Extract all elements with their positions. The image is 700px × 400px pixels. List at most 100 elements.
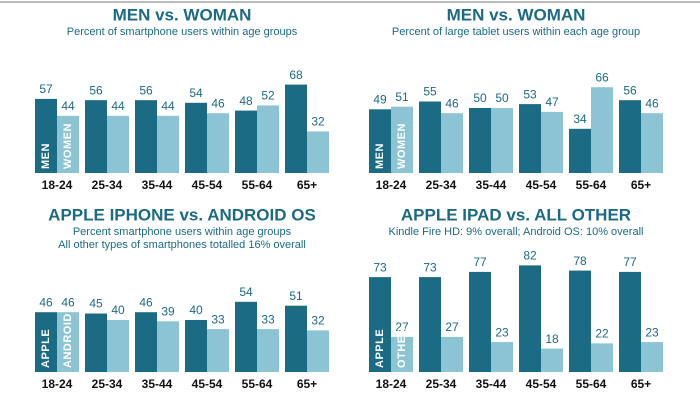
bar <box>369 277 391 372</box>
bar <box>519 265 541 372</box>
chart-title: MEN vs. WOMAN <box>447 5 586 24</box>
bar <box>569 270 591 372</box>
bar <box>207 113 229 173</box>
category-label: 45-54 <box>192 377 223 391</box>
bar <box>235 301 257 372</box>
value-label: 32 <box>311 115 325 129</box>
bar <box>591 343 613 372</box>
value-label: 32 <box>311 314 325 328</box>
bar <box>257 105 279 173</box>
value-label: 56 <box>623 83 637 97</box>
chart-subtitle: All other types of smartphones totalled … <box>58 239 306 251</box>
bar <box>419 277 441 372</box>
value-label: 27 <box>445 320 459 334</box>
value-label: 40 <box>189 303 203 317</box>
value-label: 51 <box>395 90 409 104</box>
category-label: 25-34 <box>92 178 123 192</box>
bar <box>57 115 79 173</box>
value-label: 22 <box>595 327 609 341</box>
value-label: 44 <box>111 99 125 113</box>
bar <box>391 106 413 173</box>
value-label: 18 <box>545 332 559 346</box>
value-label: 51 <box>289 289 303 303</box>
value-label: 56 <box>139 83 153 97</box>
bar <box>307 131 329 173</box>
bar <box>85 313 107 372</box>
value-label: 53 <box>523 87 537 101</box>
series-label: OTHER <box>396 327 408 368</box>
bar <box>235 110 257 173</box>
bar <box>185 102 207 173</box>
category-label: 18-24 <box>42 178 73 192</box>
bar <box>469 271 491 372</box>
bar <box>85 100 107 173</box>
bar <box>569 128 591 173</box>
category-label: 18-24 <box>376 178 407 192</box>
value-label: 46 <box>645 96 659 110</box>
category-label: 35-44 <box>476 377 507 391</box>
bar <box>207 329 229 372</box>
bar <box>441 113 463 173</box>
value-label: 77 <box>623 255 637 269</box>
value-label: 46 <box>139 295 153 309</box>
value-label: 57 <box>39 82 53 96</box>
bar <box>541 348 563 372</box>
value-label: 73 <box>423 260 437 274</box>
bar <box>285 84 307 173</box>
bar <box>619 100 641 173</box>
value-label: 46 <box>445 96 459 110</box>
value-label: 46 <box>211 96 225 110</box>
bar <box>491 108 513 173</box>
category-label: 25-34 <box>426 178 457 192</box>
bar <box>35 312 57 372</box>
series-label: WOMEN <box>62 123 74 169</box>
category-label: 65+ <box>631 178 651 192</box>
bar <box>391 336 413 372</box>
value-label: 33 <box>211 312 225 326</box>
value-label: 78 <box>573 254 587 268</box>
series-label: MEN <box>374 143 386 169</box>
category-label: 65+ <box>631 377 651 391</box>
chart-subtitle: Percent of smartphone users within age g… <box>67 26 298 38</box>
category-label: 35-44 <box>142 178 173 192</box>
chart-subtitle: Kindle Fire HD: 9% overall; Android OS: … <box>389 226 644 238</box>
bar <box>307 330 329 372</box>
chart-subtitle: Percent of large tablet users within eac… <box>392 26 640 38</box>
value-label: 46 <box>39 295 53 309</box>
chart-title: APPLE IPAD vs. ALL OTHER <box>401 205 631 224</box>
bar <box>157 321 179 372</box>
value-label: 55 <box>423 85 437 99</box>
value-label: 82 <box>523 249 537 263</box>
value-label: 40 <box>111 303 125 317</box>
value-label: 45 <box>89 297 103 311</box>
bar <box>641 113 663 173</box>
value-label: 54 <box>239 285 253 299</box>
bar <box>257 329 279 372</box>
bar <box>369 109 391 173</box>
category-label: 55-64 <box>576 377 607 391</box>
bar <box>107 115 129 173</box>
category-label: 25-34 <box>92 377 123 391</box>
value-label: 23 <box>645 325 659 339</box>
chart-subtitle: Percent smartphone users within age grou… <box>73 226 292 238</box>
category-label: 18-24 <box>42 377 73 391</box>
bar <box>619 271 641 372</box>
value-label: 77 <box>473 255 487 269</box>
bar <box>541 111 563 173</box>
bar <box>441 336 463 372</box>
bar <box>57 312 79 372</box>
value-label: 23 <box>495 325 509 339</box>
value-label: 49 <box>373 92 387 106</box>
value-label: 50 <box>495 91 509 105</box>
value-label: 56 <box>89 83 103 97</box>
bar <box>591 87 613 173</box>
category-label: 65+ <box>297 377 317 391</box>
value-label: 46 <box>61 295 75 309</box>
series-label: APPLE <box>40 329 52 368</box>
category-label: 35-44 <box>142 377 173 391</box>
value-label: 34 <box>573 112 587 126</box>
value-label: 66 <box>595 70 609 84</box>
category-label: 55-64 <box>576 178 607 192</box>
series-label: APPLE <box>374 329 386 368</box>
series-label: WOMEN <box>396 123 408 169</box>
